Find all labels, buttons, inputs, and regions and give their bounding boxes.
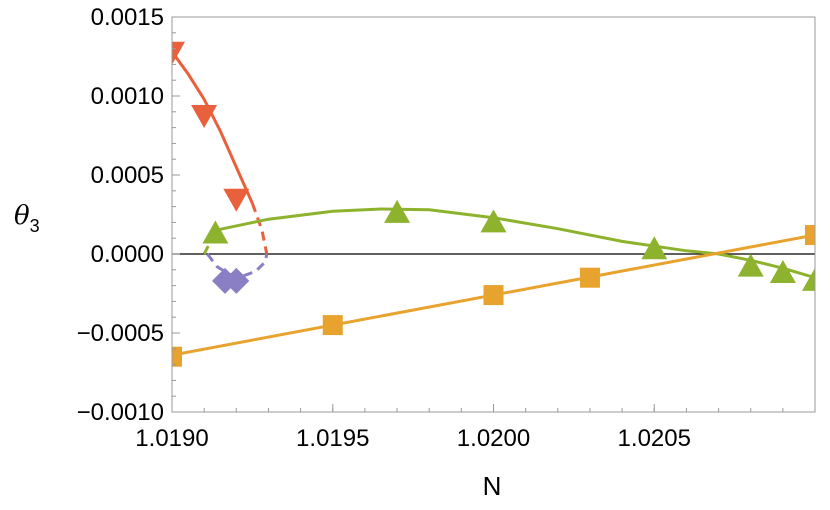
y-tick-label-2: 0.0000	[91, 241, 164, 268]
x-tick-label-3: 1.0205	[618, 425, 691, 452]
series-3-point-0	[172, 346, 182, 367]
plot-content	[172, 41, 815, 367]
series-2-point-4	[737, 253, 764, 277]
y-tick-label-3: 0.0005	[91, 162, 164, 189]
series-0-line	[172, 50, 254, 205]
series-3-point-4	[805, 225, 815, 246]
y-axis-label-subscript: 3	[30, 216, 40, 236]
series-0-point-1	[191, 105, 218, 128]
y-axis-label: θ3	[14, 201, 40, 236]
series-2-point-6	[802, 267, 815, 291]
series-2-point-1	[384, 199, 411, 223]
y-axis-label-symbol: θ	[14, 201, 30, 231]
series-1-point-1	[223, 267, 250, 294]
y-tick-label-1: −0.0005	[77, 320, 164, 347]
axes: −0.0010 −0.0005 0.0000 0.0005 0.0010 0.0015 1.…	[77, 4, 816, 452]
series-0-point-0	[172, 41, 185, 65]
series-2-point-0	[202, 220, 229, 244]
x-axis-label: N	[483, 471, 502, 501]
plot-area	[172, 41, 815, 367]
series-3-point-3	[579, 267, 600, 288]
series-1-dashed-line	[206, 253, 269, 278]
series-3-point-2	[483, 285, 504, 306]
series-2-point-2	[480, 209, 507, 233]
y-tick-label-5: 0.0015	[91, 4, 164, 31]
series-3-point-1	[322, 315, 343, 336]
x-tick-label-2: 1.0200	[457, 425, 530, 452]
series-2-point-3	[641, 236, 668, 260]
y-tick-label-4: 0.0010	[91, 83, 164, 110]
series-0-dashed-line	[250, 202, 269, 255]
series-0-point-2	[223, 188, 250, 212]
series-2-line	[215, 207, 815, 280]
y-tick-label-0: −0.0010	[77, 399, 164, 426]
x-tick-label-0: 1.0190	[135, 425, 208, 452]
series-2-point-5	[769, 260, 796, 283]
x-tick-label-1: 1.0195	[296, 425, 369, 452]
